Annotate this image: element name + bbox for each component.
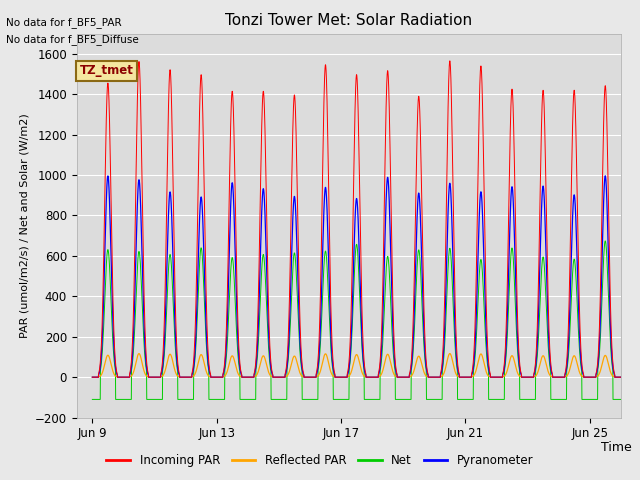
Title: Tonzi Tower Met: Solar Radiation: Tonzi Tower Met: Solar Radiation <box>225 13 472 28</box>
Legend: Incoming PAR, Reflected PAR, Net, Pyranometer: Incoming PAR, Reflected PAR, Net, Pyrano… <box>102 449 538 472</box>
Y-axis label: PAR (umol/m2/s) / Net and Solar (W/m2): PAR (umol/m2/s) / Net and Solar (W/m2) <box>19 113 29 338</box>
Text: No data for f_BF5_PAR: No data for f_BF5_PAR <box>6 17 122 28</box>
Text: TZ_tmet: TZ_tmet <box>79 64 133 77</box>
Text: No data for f_BF5_Diffuse: No data for f_BF5_Diffuse <box>6 34 139 45</box>
X-axis label: Time: Time <box>601 441 632 454</box>
